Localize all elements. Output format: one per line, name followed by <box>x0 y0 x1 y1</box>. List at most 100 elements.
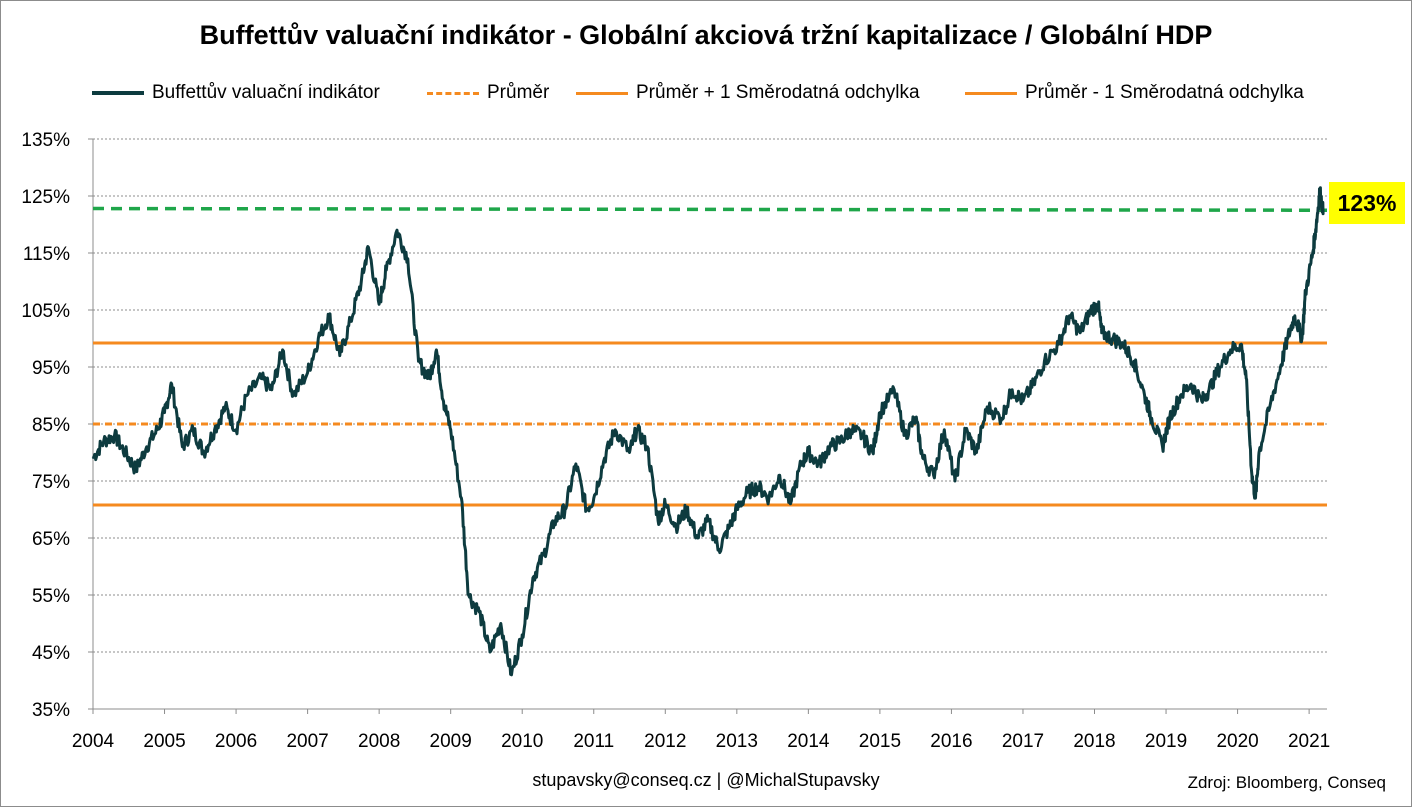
y-tick-label: 95% <box>32 358 70 379</box>
legend: Buffettův valuační indikátor Průměr Prům… <box>0 80 1412 106</box>
indicator-point <box>1240 343 1242 346</box>
x-tick-label: 2005 <box>143 731 185 752</box>
indicator-point <box>628 451 631 454</box>
y-tick-label: 85% <box>32 415 70 436</box>
indicator-point <box>260 377 262 380</box>
indicator-point <box>1168 417 1171 420</box>
indicator-point <box>192 428 194 431</box>
legend-label-mean-minus: Průměr - 1 Směrodatná odchylka <box>1025 82 1304 103</box>
indicator-point <box>1286 337 1289 340</box>
x-tick-label: 2017 <box>1002 731 1044 752</box>
x-tick-label: 2013 <box>716 731 758 752</box>
legend-item-mean-minus: Průměr - 1 Směrodatná odchylka <box>965 80 1304 106</box>
legend-item-indicator: Buffettův valuační indikátor <box>92 80 380 106</box>
indicator-point <box>564 508 566 511</box>
indicator-point <box>1315 223 1318 226</box>
indicator-point <box>135 468 137 471</box>
indicator-point <box>163 411 166 414</box>
axes <box>88 138 1327 714</box>
indicator-point <box>1111 337 1114 340</box>
indicator-point <box>1079 332 1081 334</box>
indicator-point <box>367 246 370 249</box>
y-tick-label: 75% <box>32 472 70 493</box>
x-tick-label: 2009 <box>430 731 472 752</box>
indicator-point <box>396 229 398 231</box>
current-value-callout: 123% <box>1329 182 1405 224</box>
indicator-point <box>696 537 699 539</box>
indicator-point <box>478 611 481 613</box>
y-tick-label: 105% <box>21 301 70 322</box>
indicator-point <box>975 451 978 454</box>
indicator-point <box>542 554 545 556</box>
indicator-point <box>757 485 760 488</box>
x-tick-label: 2019 <box>1145 731 1187 752</box>
indicator-point <box>102 440 105 442</box>
series-lines <box>91 186 1325 677</box>
indicator-point <box>1100 332 1103 334</box>
indicator-point <box>1190 383 1192 385</box>
indicator-point <box>914 417 917 420</box>
indicator-point <box>235 428 237 431</box>
legend-swatch-mean-minus <box>965 91 1017 95</box>
indicator-point <box>246 394 248 397</box>
indicator-point <box>1032 383 1035 385</box>
indicator-point <box>818 463 820 465</box>
indicator-point <box>460 497 463 499</box>
indicator-point <box>449 428 452 431</box>
indicator-point <box>124 451 126 454</box>
footer-source: Zdroj: Bloomberg, Conseq <box>1187 773 1386 792</box>
x-tick-label: 2021 <box>1288 731 1330 752</box>
indicator-point <box>306 371 309 374</box>
indicator-point <box>1269 406 1271 408</box>
indicator-point <box>778 474 781 477</box>
indicator-point <box>510 674 513 676</box>
indicator-point <box>407 257 409 260</box>
indicator-point <box>585 508 588 511</box>
indicator-point <box>1057 343 1060 346</box>
indicator-point <box>417 360 420 363</box>
indicator-point <box>1122 343 1124 346</box>
indicator-point <box>664 503 667 505</box>
indicator-point <box>113 434 116 437</box>
indicator-point <box>1022 400 1024 403</box>
indicator-point <box>1251 474 1253 477</box>
indicator-point <box>500 622 502 625</box>
indicator-point <box>145 446 148 448</box>
indicator-point <box>954 480 956 482</box>
indicator-point <box>879 411 881 414</box>
indicator-point <box>442 400 445 403</box>
indicator-point <box>1254 497 1257 499</box>
x-tick-label: 2012 <box>644 731 686 752</box>
indicator-point <box>789 503 792 505</box>
x-tick-label: 2008 <box>358 731 400 752</box>
y-axis-ticks: 135% 125% 115% 105% 95% 85% 75% 65% 55% 45% 35% <box>21 130 70 721</box>
x-tick-label: 2016 <box>930 731 972 752</box>
indicator-point <box>213 428 216 431</box>
y-tick-label: 35% <box>32 700 70 721</box>
indicator-point <box>736 508 738 511</box>
indicator-point <box>1258 451 1260 454</box>
x-tick-label: 2014 <box>787 731 830 752</box>
indicator-point <box>1279 366 1282 368</box>
indicator-point <box>728 525 731 528</box>
indicator-point <box>1097 303 1099 306</box>
indicator-point <box>1090 309 1092 311</box>
indicator-point <box>428 377 431 380</box>
y-tick-label: 45% <box>32 643 70 664</box>
indicator-point <box>871 451 874 454</box>
indicator-point <box>467 594 470 596</box>
indicator-point <box>1294 314 1296 317</box>
x-tick-label: 2006 <box>215 731 257 752</box>
indicator-line <box>91 186 1325 677</box>
indicator-point <box>593 497 595 499</box>
indicator-point <box>635 428 638 431</box>
x-tick-label: 2004 <box>72 731 115 752</box>
y-tick-label: 65% <box>32 529 70 550</box>
indicator-point <box>489 651 491 653</box>
indicator-point <box>1301 337 1303 340</box>
indicator-point <box>156 428 159 431</box>
indicator-point <box>317 337 320 340</box>
y-tick-label: 135% <box>21 130 70 151</box>
indicator-point <box>964 428 967 431</box>
